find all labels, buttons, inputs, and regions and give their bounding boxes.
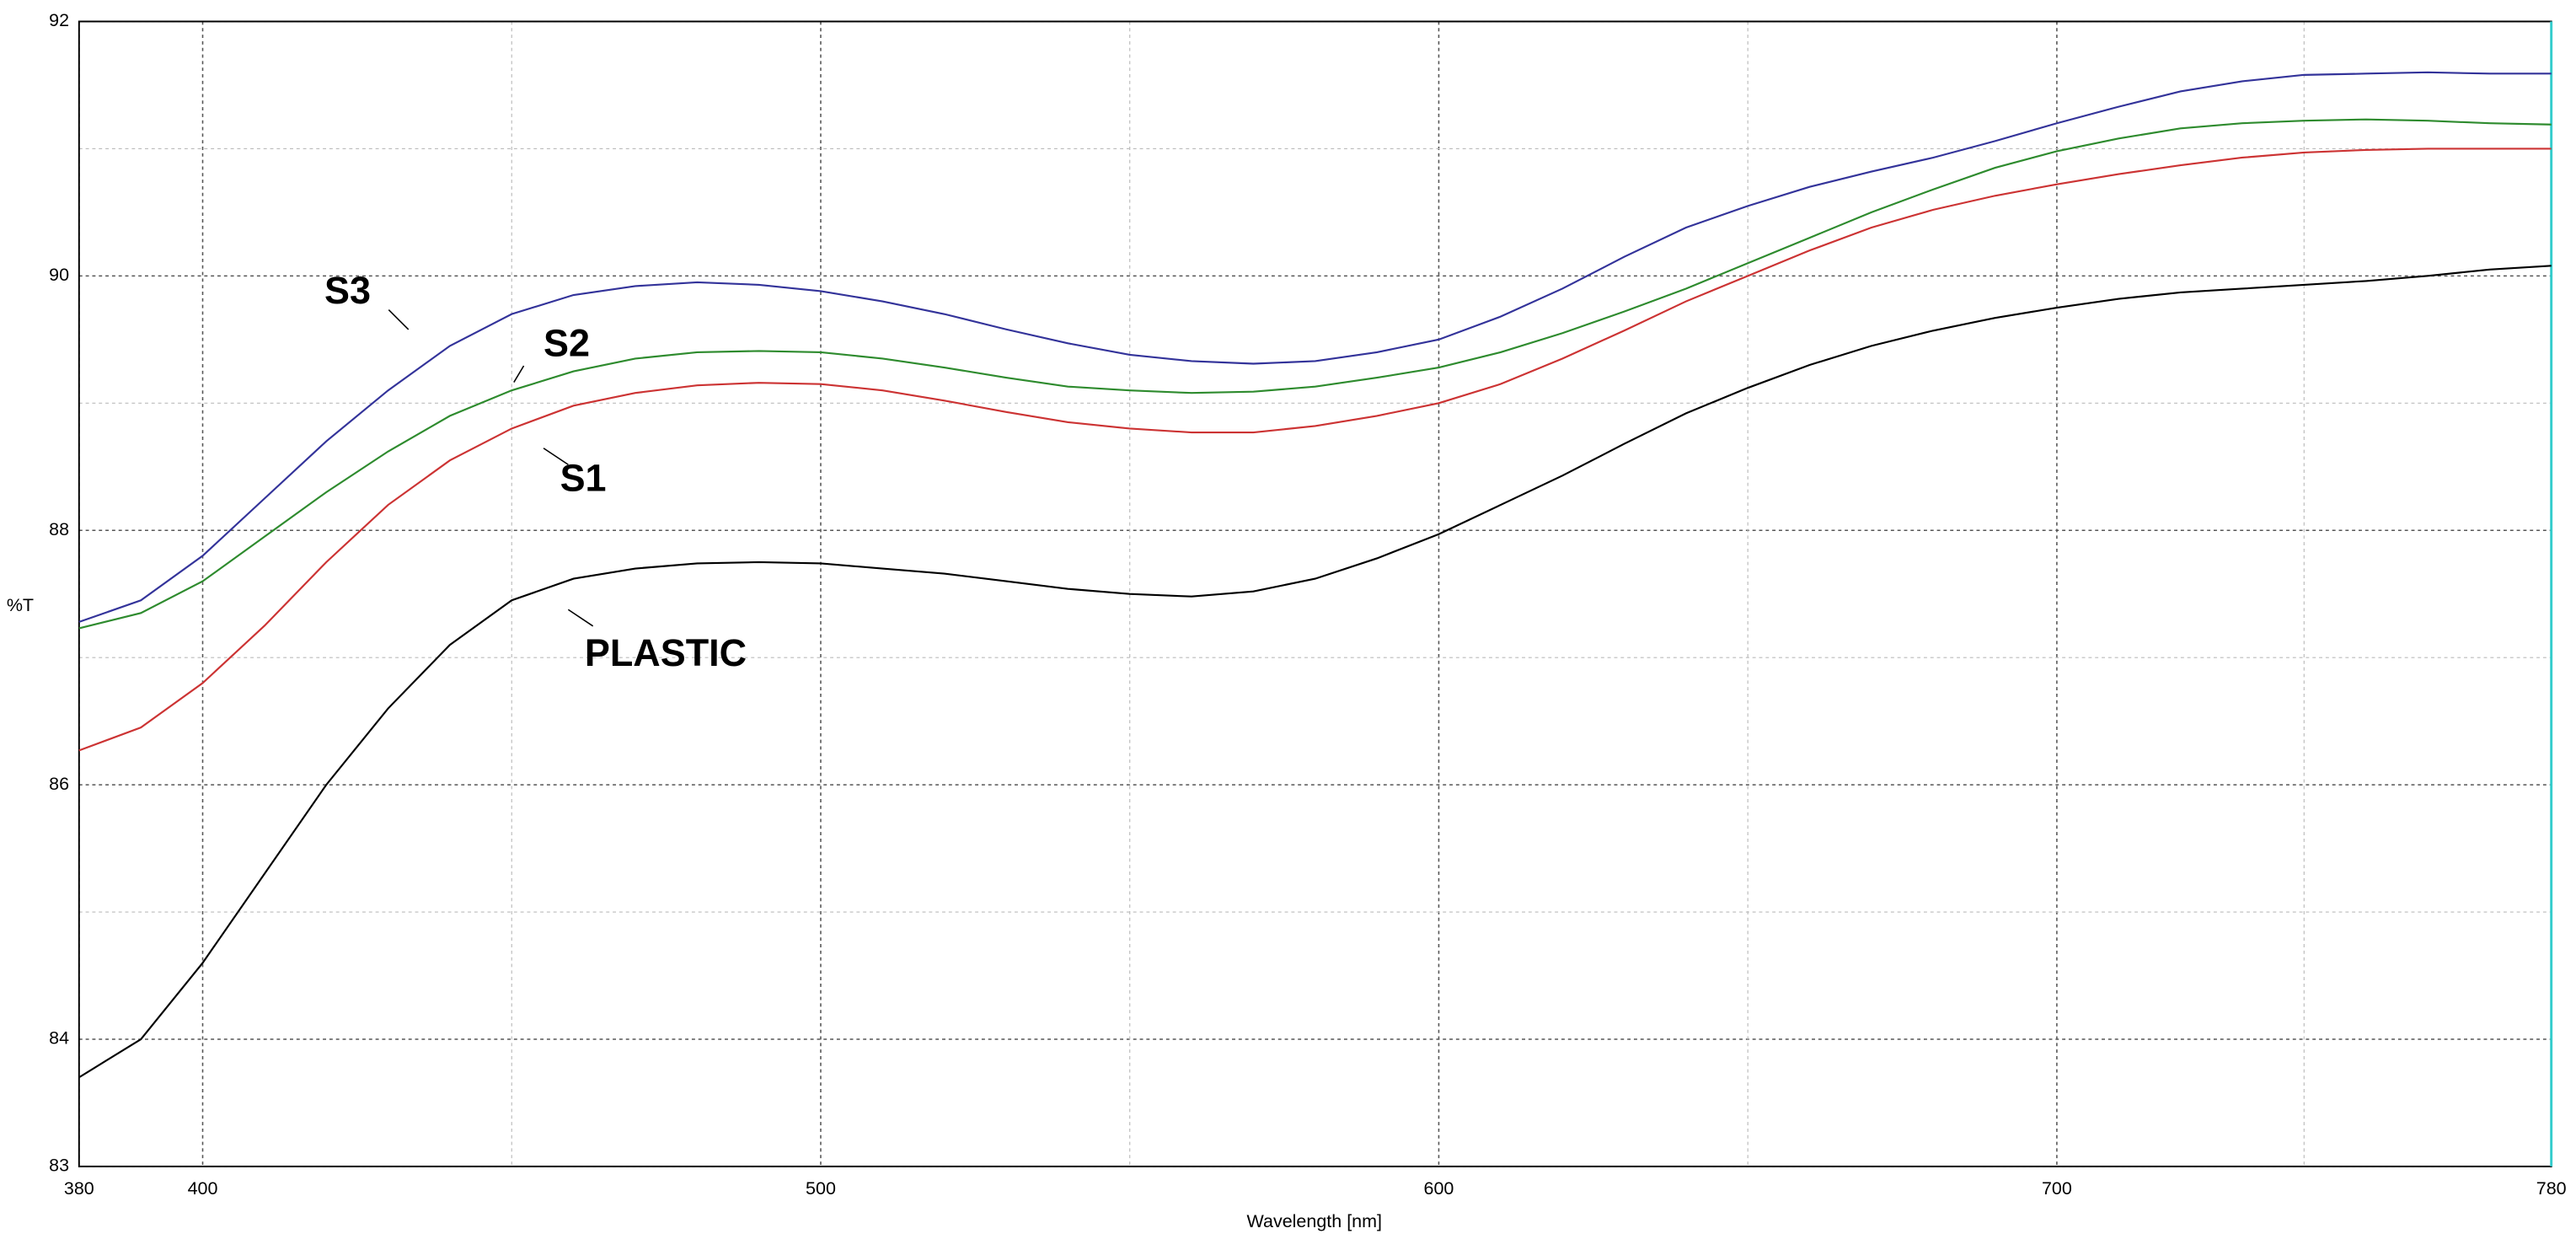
series-label: S2 [544, 321, 590, 364]
y-tick-label: 83 [49, 1156, 69, 1176]
y-tick-label: 90 [49, 265, 69, 285]
series-line [78, 118, 2552, 630]
x-axis-label: Wavelength [nm] [1247, 1211, 1383, 1231]
y-tick-label: 86 [49, 774, 69, 794]
y-tick-label: 92 [49, 10, 69, 30]
series-label: S1 [560, 457, 607, 500]
x-tick-label: 700 [2042, 1178, 2072, 1199]
leader-line [388, 308, 410, 330]
series-label: S3 [324, 269, 371, 312]
leader-line [567, 609, 594, 627]
series-label: PLASTIC [585, 631, 747, 674]
y-axis-label: %T [7, 595, 34, 615]
x-tick-label: 400 [188, 1178, 218, 1199]
series-line [78, 265, 2552, 1079]
x-tick-label: 780 [2536, 1178, 2567, 1199]
x-tick-label: 600 [1424, 1178, 1454, 1199]
x-tick-label: 380 [64, 1178, 94, 1199]
y-tick-label: 84 [49, 1028, 69, 1049]
plot-frame [78, 20, 2552, 1167]
x-tick-label: 500 [806, 1178, 836, 1199]
leader-line [543, 448, 569, 465]
series-line [78, 71, 2552, 623]
y-tick-label: 88 [49, 519, 69, 539]
series-line [78, 148, 2552, 752]
leader-line [513, 365, 525, 383]
grid [78, 20, 2552, 1167]
